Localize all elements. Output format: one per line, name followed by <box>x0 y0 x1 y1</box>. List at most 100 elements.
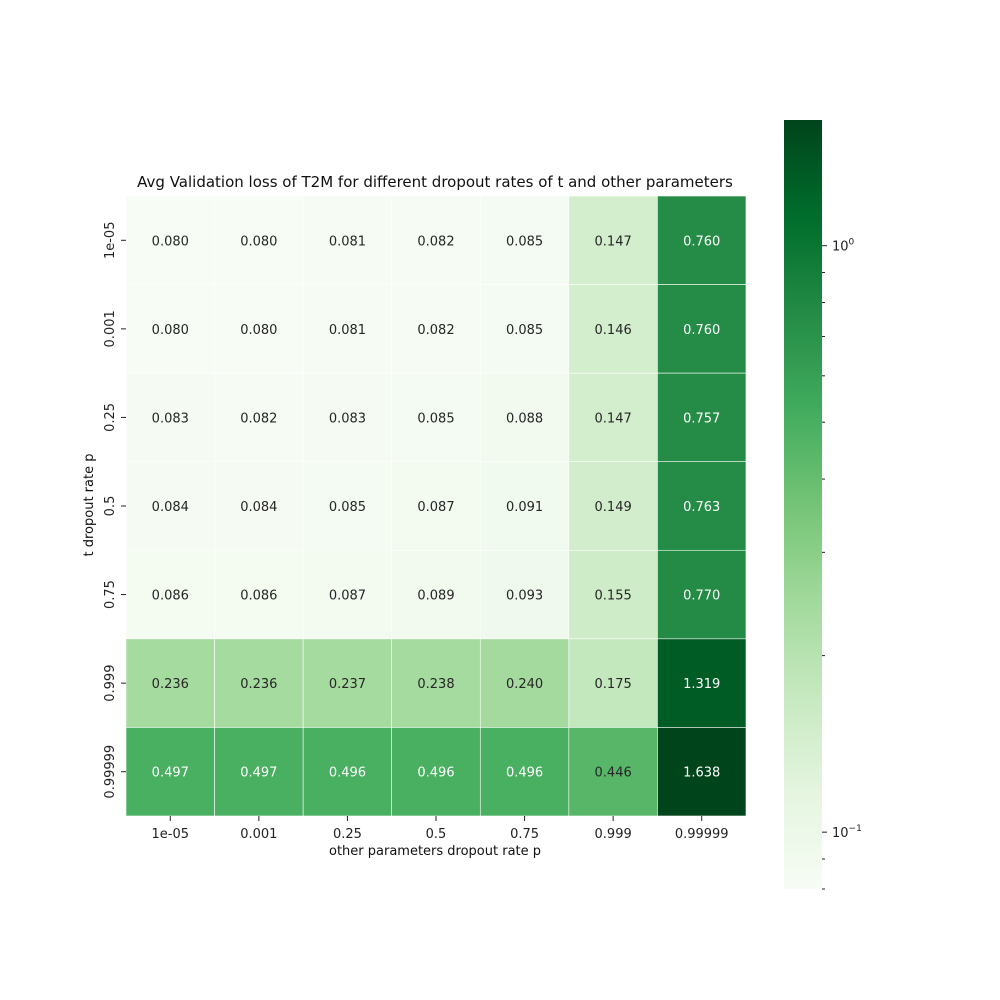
heatmap-cell <box>302 638 393 728</box>
x-axis-label: other parameters dropout rate p <box>329 844 541 859</box>
heatmap-cell <box>657 372 747 463</box>
cell-value-label: 0.080 <box>152 323 189 338</box>
colorbar-tick-label: 10−1 <box>832 824 862 841</box>
cell-value-label: 0.236 <box>240 677 277 692</box>
heatmap-cell <box>391 372 481 463</box>
cell-value-label: 0.760 <box>683 234 720 249</box>
heatmap-cell <box>657 638 747 728</box>
cell-value-label: 0.496 <box>329 766 366 781</box>
heatmap-cell <box>302 727 393 817</box>
cell-value-label: 1.638 <box>683 766 720 781</box>
cell-value-label: 0.446 <box>595 766 632 781</box>
heatmap-cell <box>657 727 747 817</box>
heatmap-cell <box>214 372 304 463</box>
heatmap-cell <box>657 195 747 285</box>
heatmap-cell <box>479 372 570 463</box>
cell-value-label: 0.080 <box>152 234 189 249</box>
cell-value-label: 1.319 <box>683 677 720 692</box>
heatmap-cell <box>125 638 215 728</box>
cell-value-label: 0.237 <box>329 677 366 692</box>
heatmap-cell <box>391 461 481 551</box>
y-tick-label: 1e-05 <box>103 222 118 260</box>
heatmap-cell <box>214 195 304 285</box>
y-axis-label: t dropout rate p <box>82 454 97 557</box>
cell-value-label: 0.496 <box>417 766 454 781</box>
cell-value-label: 0.238 <box>417 677 454 692</box>
heatmap-cell <box>657 284 747 374</box>
y-axis-ticks: 1e-05 0.001 0.25 0.5 0.75 0.999 0.99999 <box>103 222 126 799</box>
cell-value-label: 0.240 <box>506 677 543 692</box>
heatmap-cell <box>125 549 215 640</box>
cell-value-label: 0.175 <box>595 677 632 692</box>
cell-value-label: 0.085 <box>329 500 366 515</box>
y-tick-label: 0.001 <box>103 310 118 347</box>
chart-title: Avg Validation loss of T2M for different… <box>137 173 733 191</box>
cell-value-label: 0.149 <box>595 500 632 515</box>
cell-value-label: 0.082 <box>417 323 454 338</box>
heatmap-cell <box>302 284 393 374</box>
heatmap-cell <box>214 461 304 551</box>
cell-value-label: 0.497 <box>240 766 277 781</box>
cell-value-label: 0.084 <box>152 500 189 515</box>
cell-value-label: 0.147 <box>595 411 632 426</box>
cell-value-label: 0.770 <box>683 589 720 604</box>
heatmap-cell <box>391 638 481 728</box>
cell-value-label: 0.082 <box>417 234 454 249</box>
cell-value-label: 0.087 <box>417 500 454 515</box>
cell-value-label: 0.088 <box>506 411 543 426</box>
cell-value-label: 0.081 <box>329 323 366 338</box>
colorbar-tick-label: 100 <box>832 238 855 255</box>
y-tick-label: 0.5 <box>103 496 118 517</box>
colorbar: 100 10−1 <box>784 120 862 890</box>
x-tick-label: 0.25 <box>333 827 362 842</box>
x-tick-label: 0.999 <box>595 827 632 842</box>
heatmap-cell <box>479 284 570 374</box>
y-tick-label: 0.25 <box>103 403 118 432</box>
cell-value-label: 0.085 <box>506 234 543 249</box>
cell-value-label: 0.086 <box>152 589 189 604</box>
x-tick-label: 0.75 <box>510 827 539 842</box>
heatmap-cell <box>391 727 481 817</box>
heatmap-cell <box>125 284 215 374</box>
colorbar-ticks: 100 10−1 <box>822 238 862 890</box>
y-tick-label: 0.999 <box>103 665 118 702</box>
heatmap-cell <box>568 284 658 374</box>
cell-value-label: 0.082 <box>240 411 277 426</box>
cell-value-label: 0.085 <box>417 411 454 426</box>
heatmap-cell <box>391 195 481 285</box>
heatmap-cell <box>657 549 747 640</box>
y-tick-label: 0.75 <box>103 580 118 609</box>
cell-value-label: 0.091 <box>506 500 543 515</box>
cell-value-label: 0.236 <box>152 677 189 692</box>
cell-value-label: 0.083 <box>329 411 366 426</box>
heatmap-cell <box>125 372 215 463</box>
cell-value-label: 0.080 <box>240 323 277 338</box>
cell-value-label: 0.085 <box>506 323 543 338</box>
heatmap-cell <box>125 461 215 551</box>
cell-value-label: 0.087 <box>329 589 366 604</box>
x-tick-label: 0.001 <box>240 827 277 842</box>
x-tick-label: 0.5 <box>426 827 447 842</box>
heatmap-cell <box>568 727 658 817</box>
heatmap-cell <box>302 195 393 285</box>
cell-value-label: 0.763 <box>683 500 720 515</box>
cell-value-label: 0.084 <box>240 500 277 515</box>
cell-value-label: 0.081 <box>329 234 366 249</box>
heatmap-cell <box>125 195 215 285</box>
heatmap-cell <box>657 461 747 551</box>
cell-value-label: 0.080 <box>240 234 277 249</box>
heatmap-cell <box>479 727 570 817</box>
heatmap-cell <box>568 549 658 640</box>
cell-value-label: 0.757 <box>683 411 720 426</box>
cell-value-label: 0.083 <box>152 411 189 426</box>
cell-value-label: 0.760 <box>683 323 720 338</box>
cell-value-label: 0.093 <box>506 589 543 604</box>
heatmap-cell <box>302 372 393 463</box>
cell-value-label: 0.497 <box>152 766 189 781</box>
colorbar-gradient <box>784 120 822 889</box>
cell-value-label: 0.086 <box>240 589 277 604</box>
heatmap-cell <box>214 638 304 728</box>
cell-value-label: 0.147 <box>595 234 632 249</box>
cell-value-label: 0.146 <box>595 323 632 338</box>
heatmap-cell <box>568 461 658 551</box>
